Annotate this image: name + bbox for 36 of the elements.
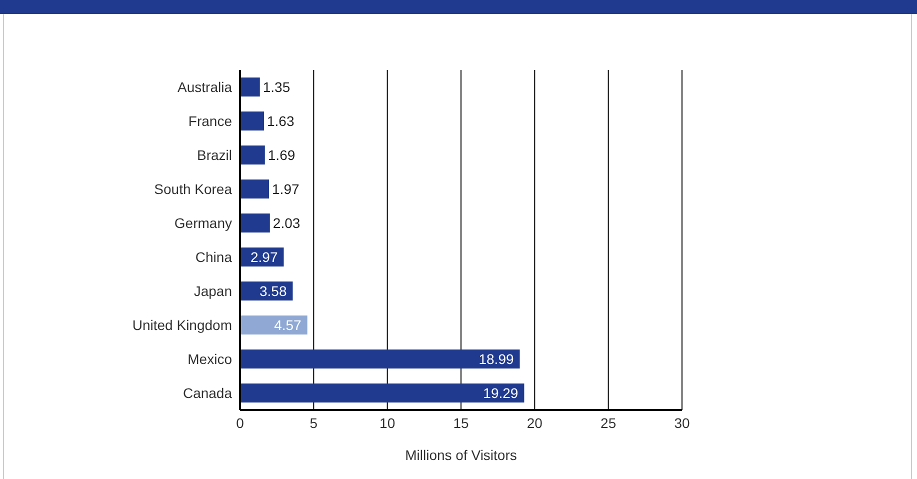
y-tick-label: China [195, 248, 232, 265]
data-label: 1.63 [267, 112, 294, 129]
data-label: 1.35 [262, 78, 290, 95]
y-tick-label: Mexico [188, 350, 232, 367]
y-tick-label: Germany [174, 214, 232, 231]
x-axis-title: Millions of Visitors [405, 447, 517, 463]
bar [240, 77, 260, 96]
bar [240, 315, 308, 334]
x-tick-label: 0 [236, 414, 244, 431]
data-label: 1.69 [268, 146, 296, 163]
data-label: 19.29 [483, 384, 518, 401]
bar [240, 145, 265, 164]
bar [240, 179, 270, 198]
data-label: 18.99 [478, 350, 514, 367]
y-tick-label: France [188, 112, 232, 129]
data-label: 1.97 [272, 180, 300, 197]
data-label: 2.97 [250, 248, 278, 265]
x-tick-label: 20 [526, 414, 543, 431]
data-label: 2.03 [272, 214, 300, 231]
bar [240, 213, 270, 232]
y-tick-label: Australia [178, 78, 232, 95]
x-tick-label: 15 [453, 414, 469, 431]
y-tick-label: Brazil [196, 146, 232, 163]
bar [240, 349, 520, 368]
y-tick-label: Canada [182, 384, 232, 401]
y-tick-label: South Korea [154, 180, 232, 197]
y-tick-label: United Kingdom [132, 316, 232, 333]
x-tick-label: 30 [674, 414, 690, 431]
x-tick-label: 5 [310, 414, 318, 431]
bar [240, 383, 524, 402]
bar [240, 111, 264, 130]
y-tick-label: Japan [194, 282, 232, 299]
x-tick-label: 10 [380, 414, 396, 431]
x-tick-label: 25 [600, 414, 616, 431]
data-label: 3.58 [259, 282, 287, 299]
data-label: 4.57 [274, 316, 302, 333]
